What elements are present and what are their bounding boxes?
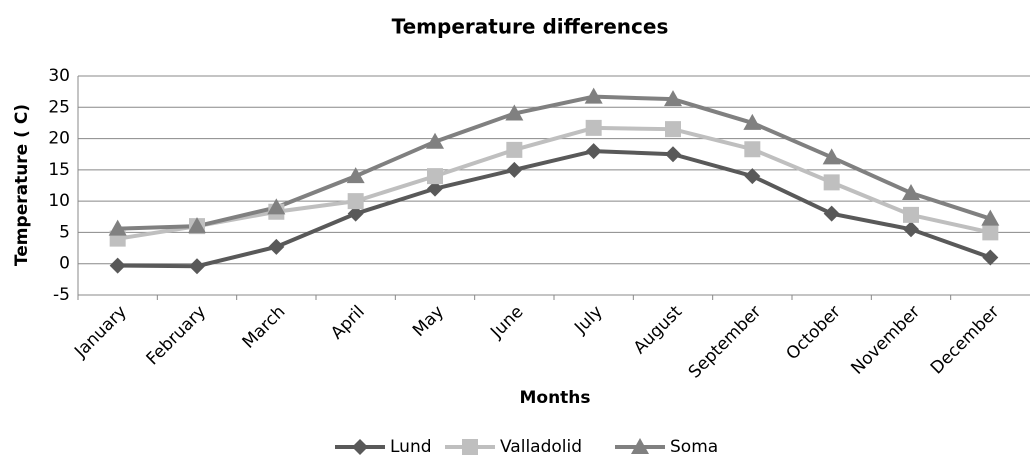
legend-marker: [462, 439, 478, 455]
data-point: [744, 168, 761, 185]
legend-label: Soma: [670, 437, 718, 457]
y-tick-label: 15: [48, 160, 70, 180]
data-point: [665, 121, 681, 138]
data-point: [426, 132, 444, 149]
data-point: [903, 221, 919, 238]
data-point: [823, 205, 840, 222]
series-line: [117, 94, 991, 231]
data-point: [267, 198, 286, 215]
y-tick-label: 30: [48, 66, 70, 86]
data-point: [903, 206, 919, 223]
x-tick-label: March: [239, 302, 290, 353]
data-point: [108, 219, 127, 236]
data-point: [109, 257, 126, 274]
data-point: [427, 180, 443, 197]
x-axis-title: Months: [519, 388, 590, 408]
data-point: [347, 193, 364, 210]
x-tick-label: October: [782, 302, 844, 364]
data-point: [823, 174, 840, 191]
data-point: [982, 224, 999, 241]
data-point: [189, 258, 205, 275]
data-point: [664, 90, 682, 107]
data-point: [427, 168, 443, 185]
legend-marker: [631, 438, 649, 454]
data-point: [585, 143, 602, 160]
data-point: [268, 238, 285, 255]
data-point: [506, 141, 523, 158]
data-point: [822, 148, 841, 165]
x-tick-label: September: [685, 302, 766, 383]
series-line: [117, 149, 992, 269]
data-point: [346, 167, 365, 184]
x-tick-label: July: [570, 302, 606, 338]
y-tick-label: 25: [48, 97, 70, 117]
x-tick-label: December: [927, 302, 1003, 378]
y-tick-label: 20: [48, 129, 70, 149]
data-point: [981, 209, 1000, 226]
data-point: [743, 113, 762, 130]
x-tick-label: November: [847, 302, 924, 379]
x-tick-label: August: [630, 302, 686, 358]
data-point: [585, 119, 602, 136]
y-tick-label: 0: [59, 254, 70, 274]
data-point: [505, 104, 524, 121]
series-line: [117, 125, 991, 241]
data-point: [902, 184, 920, 201]
data-point: [982, 249, 999, 266]
legend-label: Lund: [390, 437, 432, 457]
data-point: [665, 146, 681, 163]
legend-label: Valladolid: [500, 437, 582, 457]
data-point: [188, 217, 206, 234]
y-axis-title: Temperature ( C): [12, 104, 32, 266]
x-tick-label: January: [70, 302, 130, 362]
y-tick-label: 5: [59, 222, 70, 242]
x-tick-label: June: [486, 302, 527, 343]
y-tick-label: 10: [48, 191, 70, 211]
x-tick-label: May: [409, 302, 448, 341]
x-tick-label: February: [143, 302, 210, 369]
data-point: [744, 141, 761, 158]
chart-title: Temperature differences: [392, 15, 669, 39]
data-point: [506, 161, 523, 178]
data-point: [584, 87, 603, 104]
y-tick-label: -5: [53, 285, 70, 305]
legend-marker: [352, 439, 368, 455]
data-point: [347, 205, 364, 222]
x-tick-label: April: [327, 302, 369, 344]
